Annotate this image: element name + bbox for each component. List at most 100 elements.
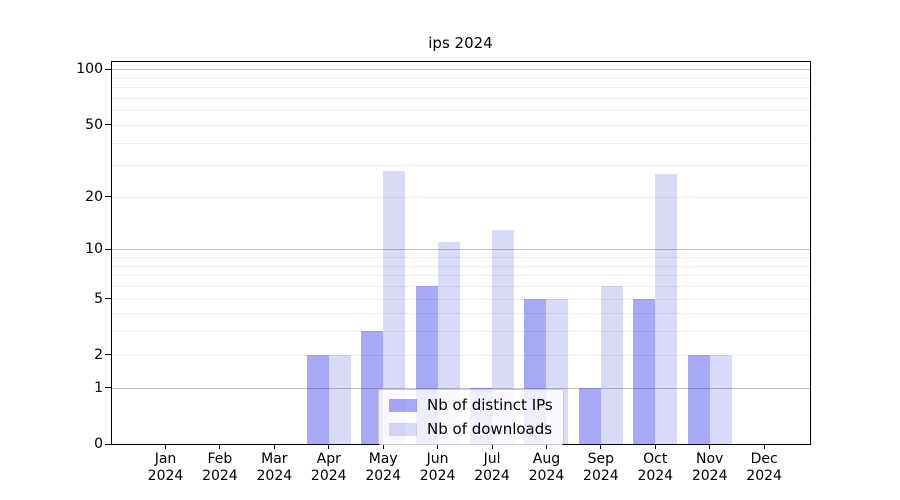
x-tick-mark: [273, 445, 275, 449]
major-gridline: [112, 387, 810, 389]
x-tick-label: Nov 2024: [678, 451, 742, 485]
y-tick-mark: [105, 124, 111, 126]
x-tick-year: 2024: [691, 468, 728, 484]
x-tick-mark: [382, 445, 384, 449]
y-tick-label: 100: [76, 61, 103, 78]
minor-gridline: [112, 87, 810, 89]
x-tick-month: Jan: [154, 451, 177, 467]
x-tick-year: 2024: [310, 468, 347, 484]
minor-gridline: [112, 354, 810, 356]
y-tick-label: 5: [94, 290, 103, 307]
legend: Nb of distinct IPs Nb of downloads: [378, 389, 564, 445]
x-tick-month: Oct: [643, 451, 668, 467]
plot-area: Nb of distinct IPs Nb of downloads: [111, 61, 811, 445]
x-tick-label: Oct 2024: [623, 451, 687, 485]
x-tick-year: 2024: [528, 468, 565, 484]
y-tick-label: 2: [94, 346, 103, 363]
x-tick-mark: [328, 445, 330, 449]
x-tick-label: Jun 2024: [406, 451, 470, 485]
y-tick-mark: [105, 443, 111, 445]
bar-nb-of-downloads-may-2024: [383, 170, 406, 444]
x-tick-month: Dec: [750, 451, 778, 467]
bar-nb-of-distinct-ips-nov-2024: [687, 354, 710, 444]
minor-gridline: [112, 331, 810, 333]
x-tick-year: 2024: [256, 468, 293, 484]
legend-swatch-nb-of-distinct-ips: [389, 398, 417, 412]
minor-gridline: [112, 97, 810, 99]
x-tick-label: May 2024: [351, 451, 415, 485]
x-tick-mark: [165, 445, 166, 449]
minor-gridline: [112, 313, 810, 315]
x-tick-label: Mar 2024: [242, 451, 306, 485]
y-tick-label: 20: [85, 188, 103, 205]
x-tick-mark: [491, 445, 493, 449]
legend-item: Nb of distinct IPs: [389, 396, 553, 414]
x-tick-month: Feb: [207, 451, 233, 467]
minor-gridline: [112, 124, 810, 126]
bar-nb-of-distinct-ips-may-2024: [361, 331, 384, 444]
x-tick-label: Aug 2024: [514, 451, 578, 485]
minor-gridline: [112, 196, 810, 198]
legend-label: Nb of distinct IPs: [427, 396, 553, 414]
x-tick-mark: [654, 445, 656, 449]
minor-gridline: [112, 110, 810, 112]
y-tick-mark: [105, 354, 111, 356]
y-tick-mark: [105, 298, 111, 300]
x-tick-year: 2024: [474, 468, 510, 484]
chart-title: ips 2024: [428, 34, 493, 52]
bar-nb-of-distinct-ips-oct-2024: [633, 298, 656, 444]
x-tick-month: Nov: [696, 451, 724, 467]
x-tick-label: Jul 2024: [460, 451, 524, 485]
x-tick-year: 2024: [637, 468, 674, 484]
x-tick-year: 2024: [147, 468, 184, 484]
x-tick-mark: [219, 445, 221, 449]
y-tick-label: 10: [85, 241, 103, 258]
x-tick-month: Aug: [532, 451, 561, 467]
minor-gridline: [112, 265, 810, 267]
x-tick-year: 2024: [583, 468, 619, 484]
x-tick-year: 2024: [202, 468, 238, 484]
bar-nb-of-downloads-sep-2024: [600, 286, 623, 444]
x-tick-year: 2024: [365, 468, 401, 484]
x-tick-month: May: [368, 451, 398, 467]
y-tick-mark: [105, 387, 111, 389]
x-tick-mark: [437, 445, 439, 449]
x-tick-label: Sep 2024: [569, 451, 633, 485]
minor-gridline: [112, 77, 810, 79]
x-tick-label: Apr 2024: [297, 451, 361, 485]
x-tick-month: Apr: [316, 451, 341, 467]
bar-nb-of-downloads-oct-2024: [655, 173, 678, 444]
x-tick-mark: [709, 445, 711, 449]
x-tick-mark: [600, 445, 602, 449]
y-tick-mark: [105, 196, 111, 198]
minor-gridline: [112, 286, 810, 288]
x-tick-year: 2024: [419, 468, 456, 484]
x-tick-label: Feb 2024: [188, 451, 252, 485]
bar-nb-of-distinct-ips-sep-2024: [578, 387, 601, 444]
minor-gridline: [112, 257, 810, 259]
y-tick-mark: [105, 68, 111, 70]
major-gridline: [112, 249, 810, 251]
x-tick-mark: [763, 445, 765, 449]
x-tick-label: Jan 2024: [134, 451, 198, 485]
legend-swatch-nb-of-downloads: [389, 422, 417, 436]
minor-gridline: [112, 275, 810, 277]
bar-nb-of-distinct-ips-apr-2024: [306, 354, 329, 444]
y-tick-mark: [105, 248, 111, 250]
major-gridline: [112, 69, 810, 71]
x-tick-month: Jun: [426, 451, 449, 467]
y-tick-label: 1: [94, 379, 103, 396]
y-tick-label: 50: [85, 116, 103, 133]
x-tick-month: Mar: [261, 451, 288, 467]
minor-gridline: [112, 165, 810, 167]
legend-item: Nb of downloads: [389, 420, 553, 438]
x-tick-label: Dec 2024: [732, 451, 796, 485]
x-tick-month: Sep: [587, 451, 615, 467]
legend-label: Nb of downloads: [427, 420, 553, 438]
bar-nb-of-downloads-nov-2024: [709, 354, 732, 444]
minor-gridline: [112, 142, 810, 144]
minor-gridline: [112, 298, 810, 300]
x-tick-year: 2024: [746, 468, 782, 484]
x-tick-mark: [545, 445, 547, 449]
